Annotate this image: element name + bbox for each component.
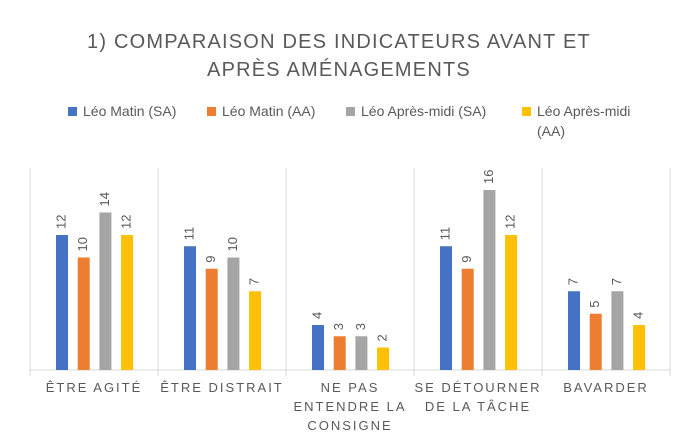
bar	[505, 235, 518, 370]
legend-label: Léo Après-midi (SA)	[361, 103, 487, 119]
data-label: 7	[565, 278, 580, 285]
chart-title: 1) COMPARAISON DES INDICATEURS AVANT ET …	[87, 31, 591, 81]
data-label: 14	[97, 192, 112, 206]
legend-label: Léo Matin (SA)	[83, 103, 177, 119]
legend-swatch	[346, 107, 355, 116]
x-tick-label: SE DÉTOURNER DE LA TÂCHE	[414, 380, 542, 414]
data-label: 3	[353, 323, 368, 330]
bar	[377, 347, 390, 370]
data-label: 12	[503, 215, 518, 229]
data-label: 9	[459, 256, 474, 263]
data-label: 11	[181, 227, 196, 241]
legend-item: Léo Matin (SA)	[68, 101, 198, 121]
data-label: 2	[375, 334, 390, 341]
legend-swatch	[68, 107, 77, 116]
bar	[227, 257, 240, 370]
legend-swatch	[207, 107, 216, 116]
x-tick-label: NE PAS ENTENDRE LA CONSIGNE	[293, 380, 407, 433]
bar	[440, 246, 452, 370]
bar	[611, 291, 624, 370]
data-label: 10	[225, 237, 240, 251]
bar	[99, 212, 112, 370]
data-label: 12	[119, 215, 134, 229]
bar	[205, 268, 218, 370]
bar	[461, 268, 474, 370]
legend-item: Léo Matin (AA)	[207, 101, 337, 121]
legend-label: Léo Matin (AA)	[222, 103, 316, 119]
bar	[249, 291, 262, 370]
bar	[333, 336, 346, 370]
legend-item: Léo Après-midi (AA)	[522, 101, 637, 141]
x-tick-label: ÊTRE DISTRAIT	[160, 380, 284, 395]
legend-label: Léo Après-midi (AA)	[537, 103, 631, 139]
data-label: 4	[309, 312, 324, 319]
bar	[589, 313, 602, 370]
bar	[56, 235, 68, 370]
data-label: 9	[203, 256, 218, 263]
x-tick-label: ÊTRE AGITÉ	[45, 380, 143, 395]
x-tick-label: BAVARDER	[563, 380, 649, 395]
bar	[568, 291, 580, 370]
bar	[483, 190, 496, 370]
legend-swatch	[522, 107, 531, 116]
data-label: 7	[247, 278, 262, 285]
bar	[312, 325, 324, 370]
legend-item: Léo Après-midi (SA)	[346, 101, 516, 121]
bar	[184, 246, 196, 370]
data-label: 11	[437, 227, 452, 241]
bar	[77, 257, 90, 370]
bar	[355, 336, 368, 370]
data-label: 12	[53, 215, 68, 229]
data-label: 10	[75, 237, 90, 251]
data-label: 5	[587, 301, 602, 308]
bar	[121, 235, 134, 370]
bar	[633, 325, 646, 370]
data-label: 3	[331, 323, 346, 330]
data-label: 4	[631, 312, 646, 319]
data-label: 16	[481, 170, 496, 184]
data-label: 7	[609, 278, 624, 285]
